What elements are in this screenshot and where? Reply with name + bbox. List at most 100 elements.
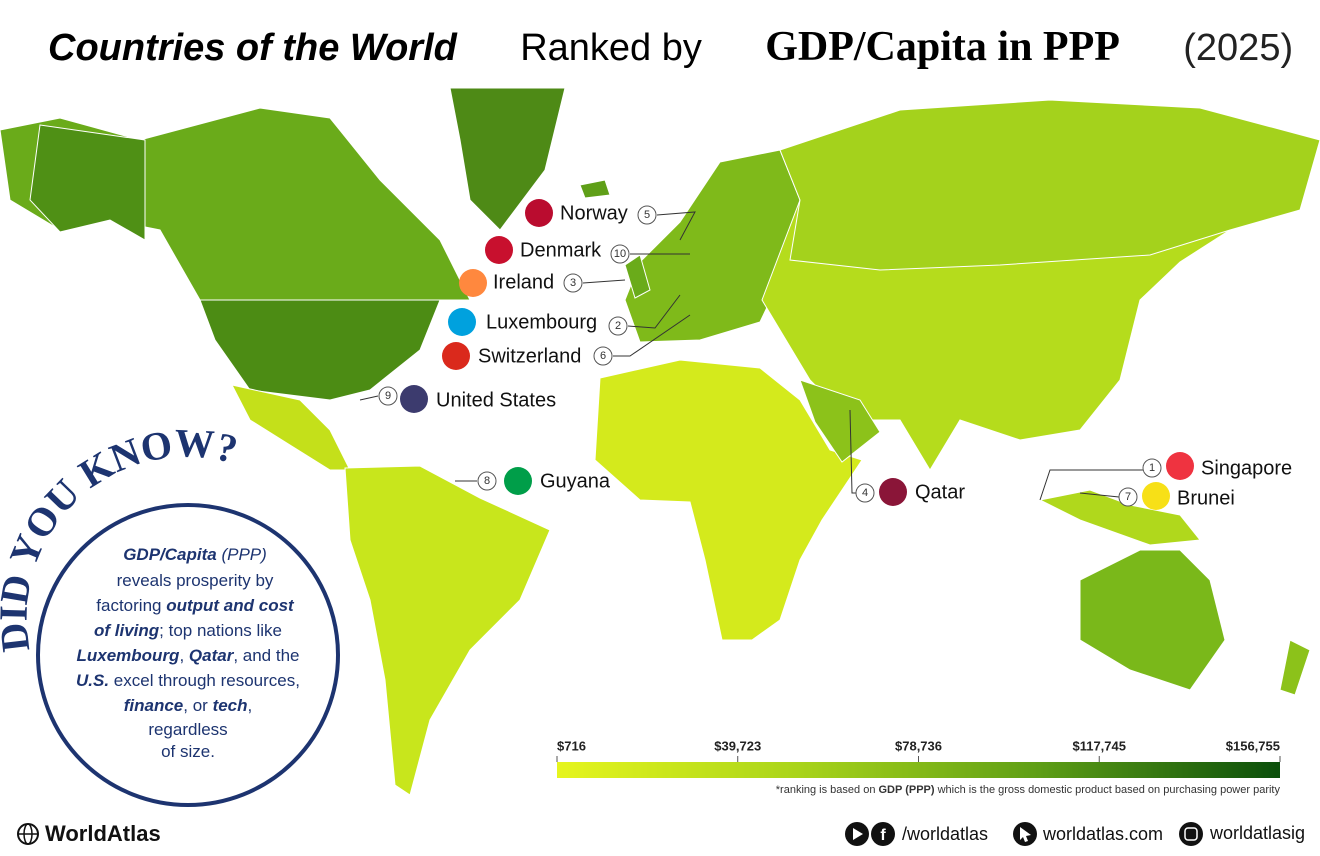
- footer: WorldAtlas f /worldatlas worldatlas.com …: [17, 821, 1305, 846]
- dyk-text: Luxembourg: [77, 646, 181, 665]
- leader-line: [582, 279, 626, 284]
- se-asia-islands: [1038, 489, 1201, 546]
- world-map: [0, 87, 1320, 796]
- dyk-text: of living: [94, 621, 160, 640]
- dyk-text: excel through resources,: [109, 671, 300, 690]
- country-name: Qatar: [915, 481, 965, 503]
- iceland: [579, 179, 611, 199]
- rank: 6: [600, 350, 606, 362]
- rank: 3: [570, 277, 576, 289]
- dyk-text: output and cost: [166, 596, 295, 615]
- africa: [594, 359, 863, 641]
- leader-line: [613, 314, 691, 357]
- title-year: (2025): [1173, 27, 1293, 69]
- leader-line: [1039, 469, 1143, 501]
- dyk-line: of living; top nations like: [94, 621, 282, 640]
- leader-line: [627, 294, 681, 329]
- rank-badge: [855, 483, 875, 503]
- country-labels: Norway 5 Denmark 10 Ireland 3 Luxembourg…: [359, 199, 1292, 510]
- scale-tick-label: $117,745: [1072, 738, 1126, 753]
- instagram-icon: [1184, 827, 1198, 841]
- instagram-handle[interactable]: worldatlasig: [1209, 823, 1305, 843]
- title-bold: GDP/Capita in PPP: [765, 24, 1120, 70]
- dyk-circle: [36, 503, 340, 807]
- dyk-line: regardless: [148, 720, 227, 739]
- dyk-line: of size.: [161, 742, 215, 761]
- central-america: [231, 384, 351, 471]
- dyk-line: Luxembourg, Qatar, and the: [77, 646, 300, 665]
- dyk-text: ; top nations like: [159, 621, 282, 640]
- website[interactable]: worldatlas.com: [1042, 824, 1163, 844]
- dyk-line: U.S. excel through resources,: [76, 671, 300, 690]
- leader-line: [359, 395, 379, 401]
- usa: [199, 299, 441, 401]
- dyk-text: ,: [248, 696, 253, 715]
- country-name: Brunei: [1177, 487, 1235, 509]
- social-icon[interactable]: [871, 822, 895, 846]
- instagram-icon[interactable]: [1179, 822, 1203, 846]
- scale-tick-label: $78,736: [895, 738, 942, 753]
- rank-badge: [563, 273, 583, 293]
- title: Countries of the World Ranked by GDP/Cap…: [0, 24, 1320, 70]
- south-america: [344, 465, 551, 796]
- rank: 7: [1125, 491, 1131, 503]
- social-handle[interactable]: /worldatlas: [902, 824, 988, 844]
- greenland: [449, 87, 566, 231]
- footnote: *ranking is based on GDP (PPP) which is …: [776, 784, 1281, 796]
- dyk-line: GDP/Capita (PPP): [123, 545, 267, 564]
- rank: 5: [644, 209, 650, 221]
- flag: [459, 269, 487, 297]
- flag: [485, 236, 513, 264]
- rank-badge: [378, 386, 398, 406]
- dyk-text: ,: [179, 646, 188, 665]
- flag: [879, 478, 907, 506]
- arabia: [799, 379, 881, 463]
- dyk-text: of size.: [161, 742, 215, 761]
- country-name: Norway: [560, 202, 628, 224]
- brand: WorldAtlas: [45, 821, 161, 846]
- rank: 10: [614, 248, 626, 260]
- flag: [1142, 482, 1170, 510]
- title-middle: Ranked by: [510, 27, 713, 69]
- dyk-text: , and the: [233, 646, 299, 665]
- title-italic: Countries of the World: [48, 27, 458, 69]
- russia: [779, 99, 1320, 271]
- rank: 9: [385, 390, 391, 402]
- country-name: Guyana: [540, 470, 611, 492]
- footnote-text: which is the gross domestic product base…: [935, 784, 1281, 796]
- dyk-text: GDP/Capita: [123, 545, 217, 564]
- rank-badge: [477, 471, 497, 491]
- country-name: Switzerland: [478, 345, 581, 367]
- rank: 2: [615, 320, 621, 332]
- footnote-text: *ranking is based on: [776, 784, 879, 796]
- scale-tick-label: $156,755: [1226, 738, 1280, 753]
- leader-line: [656, 211, 696, 241]
- uk-ireland: [624, 254, 651, 299]
- dyk-text: Qatar: [189, 646, 235, 665]
- rank-badge: [1118, 487, 1138, 507]
- dyk-text: regardless: [148, 720, 227, 739]
- dyk-text: finance: [124, 696, 184, 715]
- dyk-text: , or: [183, 696, 212, 715]
- leader-line: [1079, 492, 1120, 498]
- scale-bar: [557, 762, 1280, 778]
- dyk-text: U.S.: [76, 671, 109, 690]
- flag: [442, 342, 470, 370]
- flag: [400, 385, 428, 413]
- new-zealand: [1279, 639, 1311, 696]
- rank-badge: [593, 346, 613, 366]
- rank: 4: [862, 487, 868, 499]
- country-name: Luxembourg: [486, 311, 597, 333]
- rank: 1: [1149, 462, 1155, 474]
- footnote-text: GDP (PPP): [879, 784, 935, 796]
- rank-badge: [610, 244, 630, 264]
- dyk-text: (PPP): [217, 545, 267, 564]
- dyk-line: factoring output and cost: [96, 596, 295, 615]
- social-icon-glyph: f: [880, 827, 886, 844]
- country-name: United States: [436, 389, 556, 411]
- flag: [525, 199, 553, 227]
- rank: 8: [484, 475, 490, 487]
- rank-badge: [637, 205, 657, 225]
- scale-tick-label: $716: [557, 738, 586, 753]
- leader-line: [849, 409, 856, 494]
